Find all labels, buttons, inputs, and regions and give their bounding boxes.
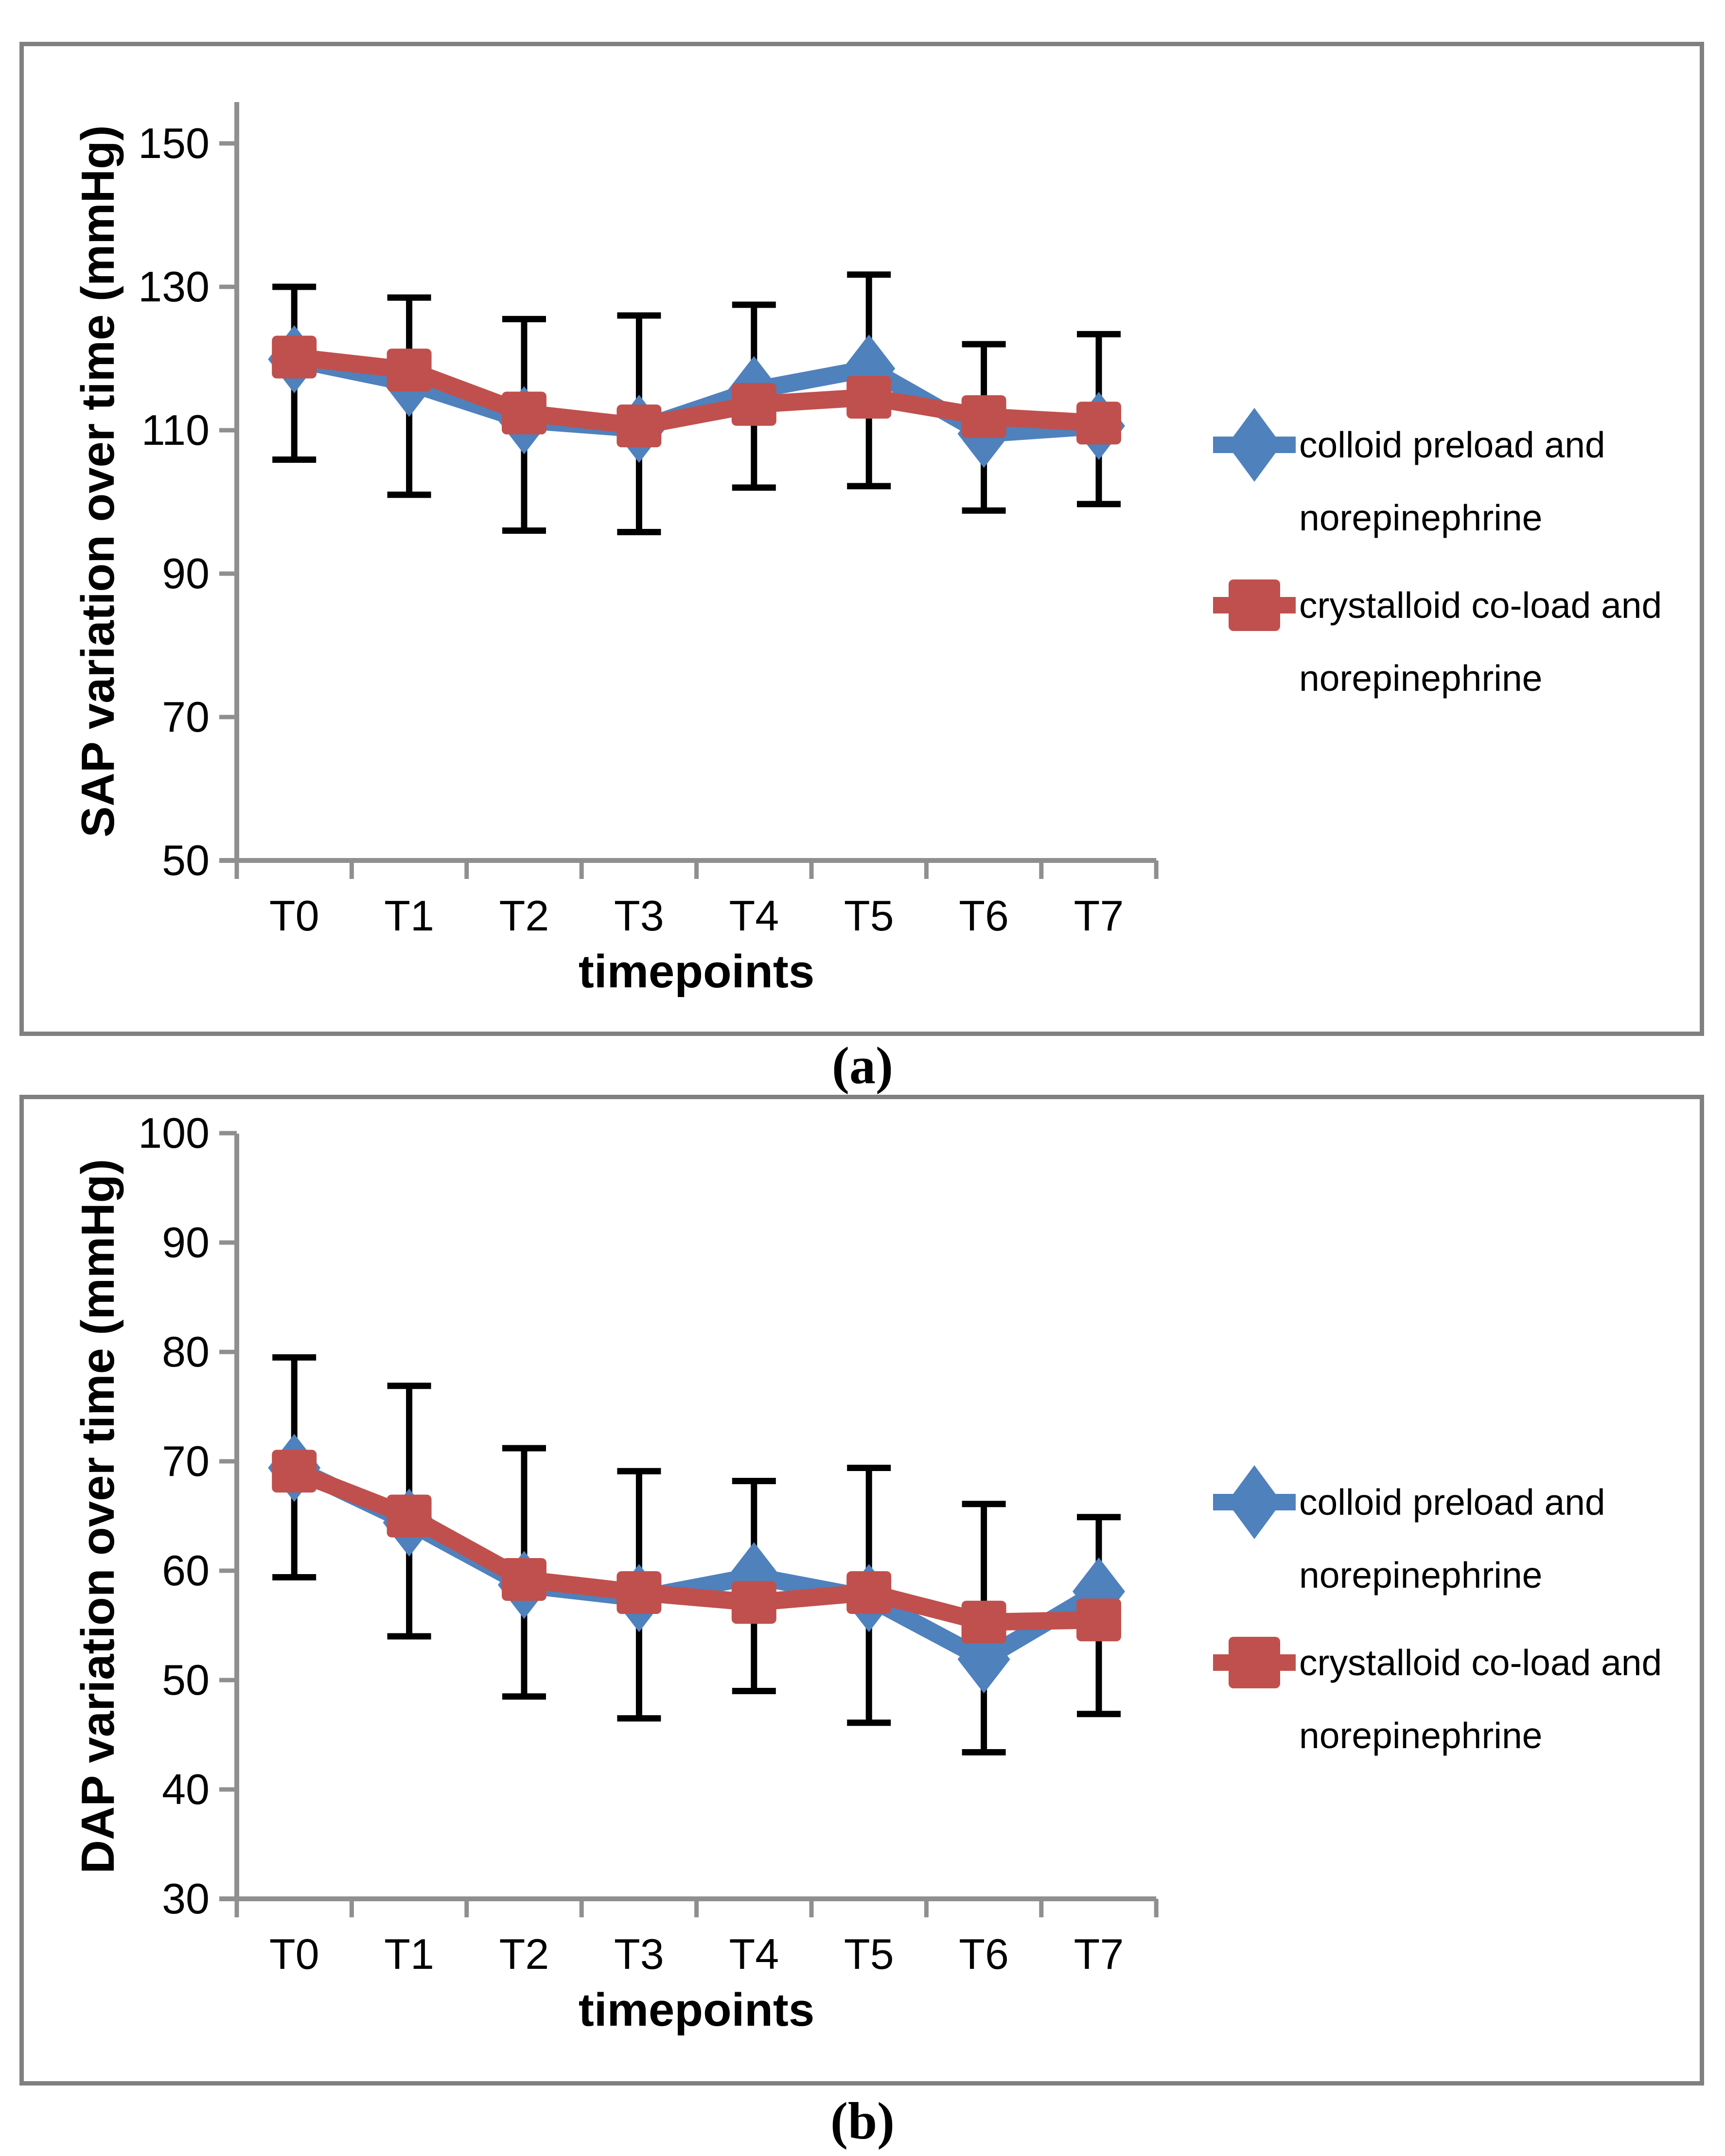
square-marker-b (961, 1600, 1006, 1644)
y-tick-label-a: 50 (162, 836, 210, 884)
square-marker-a (731, 383, 776, 426)
legend-label-a: crystalloid co-load and (1299, 585, 1662, 626)
y-tick-label-b: 90 (162, 1218, 210, 1266)
legend-label-b: crystalloid co-load and (1299, 1642, 1662, 1683)
x-category-label-a: T6 (959, 892, 1009, 940)
legend-square-marker-b (1229, 1637, 1280, 1688)
x-category-label-b: T1 (384, 1930, 434, 1978)
chart-b-frame (19, 1095, 1704, 2086)
legend-label-b: colloid preload and (1299, 1482, 1605, 1523)
legend-diamond-marker-b (1227, 1465, 1282, 1539)
square-marker-b (502, 1558, 546, 1601)
square-marker-b (1076, 1598, 1121, 1642)
square-marker-a (387, 349, 432, 392)
x-category-label-b: T0 (269, 1930, 319, 1978)
y-tick-label-b: 40 (162, 1765, 210, 1813)
x-category-label-a: T4 (729, 892, 779, 940)
x-category-label-b: T3 (614, 1930, 664, 1978)
x-category-label-b: T7 (1074, 1930, 1124, 1978)
y-tick-label-b: 50 (162, 1656, 210, 1704)
square-marker-b (272, 1450, 317, 1493)
square-marker-b (616, 1571, 662, 1614)
legend-label-b: norepinephrine (1299, 1715, 1543, 1756)
legend-label-a: norepinephrine (1299, 497, 1543, 538)
x-axis-title-a: timepoints (578, 946, 815, 998)
legend-diamond-marker-a (1227, 408, 1282, 482)
x-category-label-a: T1 (384, 892, 434, 940)
x-axis-title-b: timepoints (578, 1984, 815, 2036)
y-tick-label-b: 60 (162, 1546, 210, 1595)
y-tick-label-b: 70 (162, 1437, 210, 1485)
square-marker-a (272, 335, 317, 379)
x-category-label-a: T3 (614, 892, 664, 940)
panel-caption-b: (b) (830, 2092, 895, 2150)
legend-label-b: norepinephrine (1299, 1555, 1543, 1595)
square-marker-b (846, 1571, 892, 1614)
square-marker-a (846, 376, 892, 419)
x-category-label-a: T2 (499, 892, 549, 940)
y-tick-label-a: 110 (141, 406, 210, 454)
square-marker-a (502, 391, 546, 435)
y-tick-label-a: 130 (138, 263, 210, 311)
square-marker-a (616, 404, 662, 448)
y-tick-label-b: 30 (162, 1875, 210, 1923)
x-category-label-b: T5 (844, 1930, 894, 1978)
x-category-label-b: T2 (499, 1930, 549, 1978)
legend-square-marker-a (1229, 579, 1280, 631)
square-marker-a (1076, 402, 1121, 445)
y-tick-label-a: 90 (162, 549, 210, 597)
y-tick-label-a: 150 (138, 119, 210, 167)
x-category-label-a: T0 (269, 892, 319, 940)
legend-label-a: colloid preload and (1299, 424, 1605, 465)
square-marker-b (387, 1494, 432, 1538)
x-category-label-b: T4 (729, 1930, 779, 1978)
panel-caption-a: (a) (832, 1037, 893, 1095)
x-category-label-a: T7 (1074, 892, 1124, 940)
legend-label-a: norepinephrine (1299, 658, 1543, 699)
y-tick-label-b: 80 (162, 1328, 210, 1376)
chart-a-frame (19, 42, 1704, 1036)
y-tick-label-b: 100 (138, 1109, 210, 1157)
square-marker-b (731, 1581, 776, 1624)
x-category-label-a: T5 (844, 892, 894, 940)
y-tick-label-a: 70 (162, 693, 210, 741)
square-marker-a (961, 395, 1006, 438)
x-category-label-b: T6 (959, 1930, 1009, 1978)
